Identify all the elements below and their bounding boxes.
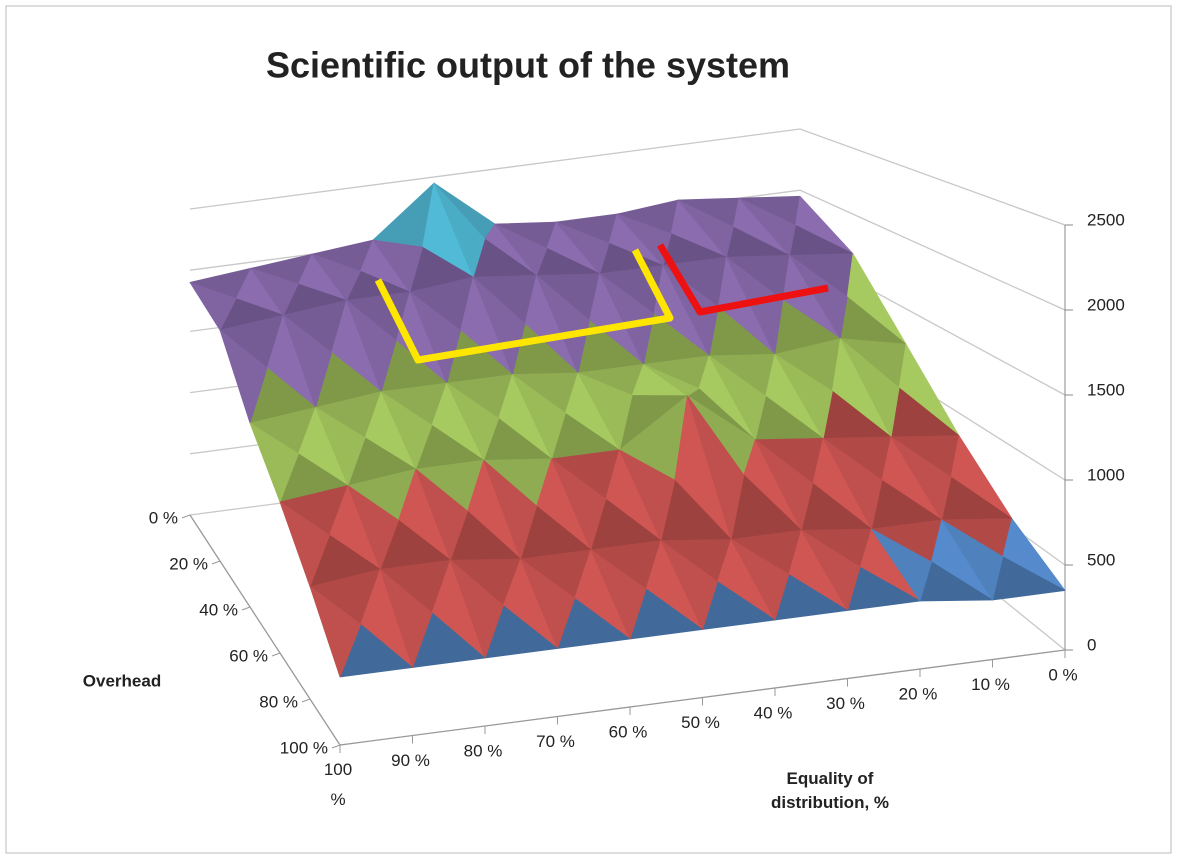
surface-facet — [494, 223, 548, 276]
x-tick-label: 50 % — [681, 713, 720, 732]
surface-facet — [708, 355, 767, 441]
surface-facet — [677, 199, 734, 258]
y-tick — [301, 698, 311, 703]
red-annotation-line — [656, 243, 829, 316]
y-tick-label: 20 % — [169, 554, 208, 573]
x-tick-label: 80 % — [464, 741, 503, 760]
x-tick-label: 100% — [324, 760, 352, 809]
x-tick-label: 30 % — [826, 694, 865, 713]
y-tick-label: 60 % — [229, 646, 268, 665]
surface-facet — [380, 391, 433, 470]
surface-facet — [822, 437, 883, 530]
x-tick-label: 40 % — [754, 703, 793, 722]
surface-facet — [219, 329, 268, 424]
y-tick — [181, 514, 191, 519]
grid-line — [189, 128, 1066, 226]
surface-facet — [643, 364, 700, 397]
surface-facet — [730, 539, 790, 621]
surface-facet — [347, 485, 399, 570]
surface-facet — [774, 353, 833, 439]
surface-facet — [616, 213, 672, 266]
surface-facet — [315, 407, 366, 486]
surface-facet — [660, 540, 718, 630]
surface-facet — [379, 569, 433, 668]
surface-facet — [311, 253, 361, 301]
z-tick-label: 1500 — [1087, 380, 1125, 399]
surface-facet — [372, 239, 423, 293]
surface-facet — [662, 265, 719, 357]
chart-title: Scientific output of the system — [266, 45, 790, 86]
surface-facet — [789, 255, 848, 340]
z-tick-label: 2000 — [1087, 295, 1125, 314]
y-tick — [211, 560, 221, 565]
surface-facet — [250, 267, 299, 316]
surface-facet — [249, 422, 299, 503]
x-tick-label: 90 % — [391, 751, 430, 770]
x-tick-label: 70 % — [536, 732, 575, 751]
y-tick — [271, 652, 281, 657]
x-axis-label: Equality of distribution, % — [771, 769, 889, 812]
surface-facet — [189, 282, 237, 331]
surface-facet — [512, 374, 566, 460]
surface-facet — [472, 276, 526, 375]
surface-facet — [346, 299, 397, 393]
surface-facet — [483, 459, 538, 560]
surface-facet — [890, 436, 952, 521]
surface-facet — [801, 529, 861, 611]
surface-facet — [687, 395, 745, 540]
surface-facet — [433, 182, 486, 278]
surface-facet — [590, 549, 647, 640]
surface-facet — [520, 558, 576, 649]
y-tick — [331, 744, 341, 749]
surface-facet — [738, 197, 796, 256]
x-tick-label: 60 % — [609, 722, 648, 741]
y-tick-label: 80 % — [259, 692, 298, 711]
z-tick-label: 500 — [1087, 550, 1115, 569]
yellow-annotation-line — [374, 248, 674, 364]
surface-facet — [555, 221, 610, 275]
surface-facet — [941, 519, 1004, 601]
surface-facet — [840, 338, 900, 438]
surface-facet — [446, 382, 500, 461]
y-tick-label: 0 % — [149, 508, 178, 527]
y-tick-label: 40 % — [199, 600, 238, 619]
surface-facet — [282, 314, 333, 408]
z-tick-label: 1000 — [1087, 465, 1125, 484]
y-axis-label: Overhead — [83, 671, 161, 690]
z-tick-label: 2500 — [1087, 210, 1125, 229]
surface-facet — [871, 528, 932, 602]
x-tick-label: 20 % — [899, 684, 938, 703]
x-tick-label: 10 % — [971, 675, 1010, 694]
y-tick — [241, 606, 251, 611]
surface-facet — [577, 372, 633, 451]
surface-facet — [754, 439, 814, 531]
surface-facet — [279, 501, 330, 588]
surface-facet — [536, 275, 590, 374]
surface-facet — [551, 458, 607, 551]
surface-facet — [309, 586, 362, 678]
surface-facet — [599, 273, 655, 365]
surface-facet — [415, 468, 469, 561]
x-tick-label: 0 % — [1048, 665, 1077, 684]
y-tick-label: 100 % — [280, 738, 328, 757]
z-tick-label: 0 — [1087, 635, 1096, 654]
surface-facet — [449, 559, 504, 659]
surface-facet — [619, 449, 676, 542]
